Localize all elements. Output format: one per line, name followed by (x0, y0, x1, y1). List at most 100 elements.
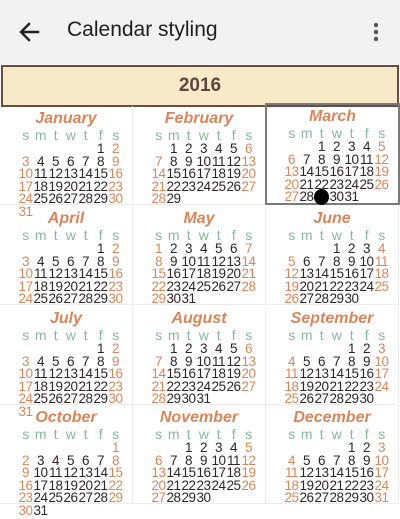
day-cell[interactable]: 8 (169, 153, 178, 169)
day-cell[interactable]: 8 (154, 253, 163, 269)
day-cell[interactable]: 12 (226, 153, 241, 169)
day-cell[interactable]: 12 (299, 366, 314, 381)
day-cell[interactable]: 6 (244, 341, 253, 356)
day-cell[interactable]: 11 (196, 253, 211, 269)
day-cell[interactable]: 30 (359, 391, 374, 406)
day-cell[interactable]: 15 (93, 366, 108, 381)
day-cell[interactable]: 19 (299, 477, 314, 493)
day-cell[interactable]: 19 (226, 166, 241, 181)
month-april[interactable]: April s m t w t f s 1 2 3 4 5 6 7 8 9 10 11 12 13 14 15 16 17 18 1… (0, 206, 133, 306)
day-cell[interactable]: 21 (78, 278, 93, 294)
day-cell[interactable]: 12 (284, 266, 299, 281)
day-cell[interactable]: 29 (181, 490, 196, 505)
day-cell[interactable]: 13 (63, 366, 78, 381)
day-cell[interactable]: 8 (111, 452, 120, 468)
day-cell[interactable]: 7 (154, 353, 163, 369)
day-cell[interactable]: 26 (241, 477, 256, 493)
day-cell[interactable]: 16 (359, 366, 374, 381)
day-cell[interactable]: 23 (329, 176, 344, 192)
day-cell[interactable]: 23 (166, 278, 181, 294)
day-cell[interactable]: 8 (347, 353, 356, 369)
day-cell[interactable]: 25 (33, 291, 48, 306)
day-cell[interactable]: 14 (166, 465, 181, 480)
day-cell[interactable]: 9 (21, 465, 30, 480)
day-cell[interactable]: 17 (374, 366, 389, 381)
day-cell[interactable]: 23 (344, 278, 359, 294)
day-cell[interactable]: 15 (166, 366, 181, 381)
day-cell[interactable]: 4 (214, 141, 223, 156)
day-cell[interactable]: 4 (36, 353, 45, 369)
day-cell[interactable]: 28 (314, 291, 329, 306)
day-cell[interactable]: 30 (329, 189, 344, 204)
day-cell[interactable]: 3 (36, 452, 45, 468)
day-cell[interactable]: 20 (63, 178, 78, 194)
day-cell[interactable]: 23 (181, 378, 196, 394)
day-cell[interactable]: 6 (154, 452, 163, 468)
day-cell[interactable]: 22 (93, 278, 108, 294)
day-cell[interactable]: 22 (151, 278, 166, 294)
day-cell[interactable]: 4 (229, 440, 238, 455)
day-cell[interactable]: 13 (63, 266, 78, 281)
day-cell[interactable]: 27 (63, 291, 78, 306)
day-cell[interactable]: 18 (284, 477, 299, 493)
day-cell[interactable]: 5 (51, 153, 60, 169)
day-cell[interactable]: 25 (284, 391, 299, 406)
day-cell[interactable]: 4 (51, 452, 60, 468)
day-cell[interactable]: 1 (96, 241, 105, 256)
day-cell[interactable]: 9 (169, 253, 178, 269)
day-cell[interactable]: 12 (374, 151, 389, 167)
day-cell[interactable]: 17 (18, 278, 33, 294)
day-cell[interactable]: 28 (329, 391, 344, 406)
day-cell[interactable]: 30 (166, 291, 181, 306)
day-cell[interactable]: 4 (214, 341, 223, 356)
day-cell[interactable]: 27 (314, 490, 329, 505)
day-cell[interactable]: 7 (169, 452, 178, 468)
day-cell[interactable]: 24 (196, 178, 211, 194)
month-january[interactable]: January s m t w t f s 1 2 3 4 5 6 7 8 9 10 11 12 13 14 15 16 17 1… (0, 106, 133, 219)
day-cell[interactable]: 24 (18, 391, 33, 406)
day-cell[interactable]: 22 (93, 178, 108, 194)
day-cell[interactable]: 15 (344, 465, 359, 480)
day-cell[interactable]: 17 (359, 266, 374, 281)
day-cell[interactable]: 21 (78, 378, 93, 394)
day-cell[interactable]: 11 (226, 452, 241, 468)
day-cell[interactable]: 19 (48, 378, 63, 394)
day-cell[interactable]: 9 (184, 353, 193, 369)
day-cell[interactable]: 20 (78, 477, 93, 493)
day-cell[interactable]: 28 (151, 391, 166, 406)
day-cell[interactable]: 27 (63, 191, 78, 206)
day-cell[interactable]: 19 (48, 278, 63, 294)
day-cell[interactable]: 13 (241, 153, 256, 169)
day-cell[interactable]: 4 (199, 241, 208, 256)
day-cell[interactable]: 8 (169, 353, 178, 369)
day-cell[interactable]: 21 (151, 178, 166, 194)
day-cell[interactable]: 2 (332, 139, 341, 154)
day-cell[interactable]: 11 (33, 266, 48, 281)
day-cell[interactable]: 14 (299, 164, 314, 179)
day-cell[interactable]: 16 (329, 164, 344, 179)
day-cell[interactable]: 7 (317, 253, 326, 269)
day-cell[interactable]: 25 (211, 178, 226, 194)
day-cell[interactable]: 5 (377, 139, 386, 154)
day-cell[interactable]: 4 (36, 153, 45, 169)
day-cell[interactable]: 23 (108, 278, 123, 294)
day-cell[interactable]: 1 (184, 440, 193, 455)
day-cell[interactable]: 4 (287, 452, 296, 468)
day-cell[interactable]: 15 (151, 266, 166, 281)
day-cell[interactable]: 9 (362, 452, 371, 468)
day-cell[interactable]: 14 (78, 166, 93, 181)
day-cell[interactable]: 31 (344, 189, 359, 204)
day-cell[interactable]: 26 (299, 490, 314, 505)
day-cell[interactable]: 10 (374, 452, 389, 468)
day-cell[interactable]: 30 (181, 391, 196, 406)
day-cell[interactable]: 25 (196, 278, 211, 294)
day-cell[interactable]: 3 (199, 341, 208, 356)
day-cell[interactable]: 5 (287, 253, 296, 269)
day-cell[interactable]: 21 (93, 477, 108, 493)
month-september[interactable]: September s m t w t f s 1 2 3 4 5 6 7 8 9 10 11 12 13 14 15 16 1… (266, 306, 399, 406)
day-cell[interactable]: 2 (111, 241, 120, 256)
day-cell[interactable]: 2 (199, 440, 208, 455)
day-cell[interactable]: 14 (329, 465, 344, 480)
day-cell[interactable]: 7 (332, 452, 341, 468)
day-cell[interactable]: 31 (196, 391, 211, 406)
